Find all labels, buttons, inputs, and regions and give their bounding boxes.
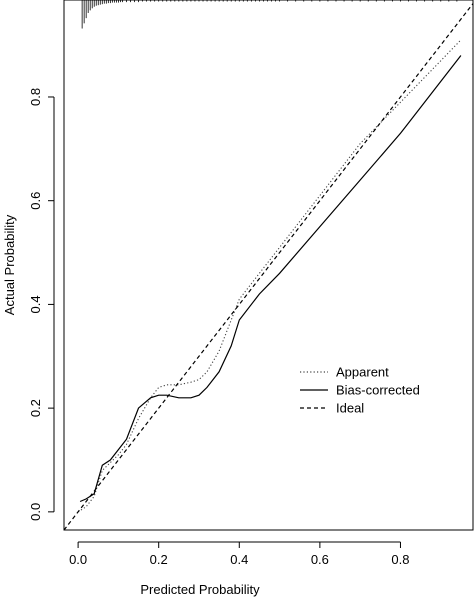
series-lines <box>63 3 474 531</box>
x-tick-label: 0.8 <box>391 552 409 567</box>
y-axis-title: Actual Probability <box>2 214 17 315</box>
x-tick-label: 0.0 <box>69 552 87 567</box>
y-tick-label: 0.4 <box>28 295 43 313</box>
y-tick-label: 0.8 <box>28 88 43 106</box>
x-tick-label: 0.4 <box>230 552 248 567</box>
y-axis: 0.0 0.2 0.4 0.6 0.8 <box>28 88 55 521</box>
x-tick-label: 0.2 <box>150 552 168 567</box>
legend-label: Apparent <box>336 365 389 380</box>
legend-label: Bias-corrected <box>336 383 420 398</box>
legend-label: Ideal <box>336 401 364 416</box>
series-line-apparent <box>77 39 462 513</box>
series-line-bias-corrected <box>79 55 462 503</box>
rug-marks <box>81 0 458 29</box>
y-tick-label: 0.0 <box>28 503 43 521</box>
series-line-ideal <box>63 3 474 531</box>
x-axis-title: Predicted Probability <box>140 582 260 597</box>
legend: Apparent Bias-corrected Ideal <box>300 365 420 416</box>
x-axis: 0.0 0.2 0.4 0.6 0.8 <box>69 541 410 567</box>
plot-frame <box>63 0 474 531</box>
y-tick-label: 0.2 <box>28 399 43 417</box>
x-tick-label: 0.6 <box>311 552 329 567</box>
y-tick-label: 0.6 <box>28 192 43 210</box>
